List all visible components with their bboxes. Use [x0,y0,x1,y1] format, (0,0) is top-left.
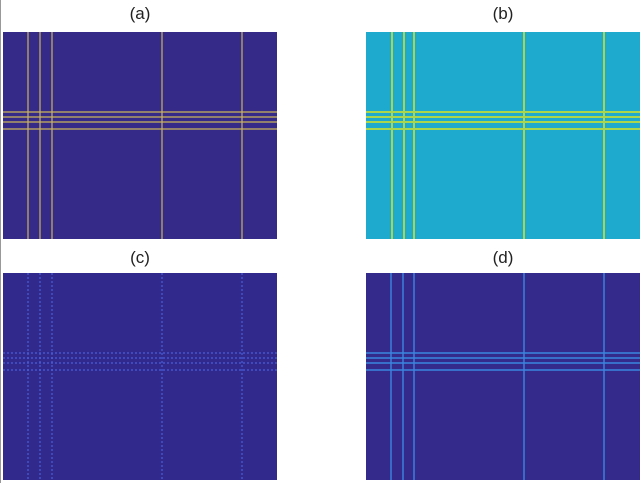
panel-label: (d) [493,248,514,267]
panel-image [366,273,640,480]
stripe-lines [366,273,640,480]
panel-label: (c) [130,248,150,267]
panel-label: (a) [130,4,151,23]
stripe-lines [3,32,277,239]
image-background [366,273,640,480]
stripe-lines [366,32,640,239]
panel-image [3,273,277,480]
image-background [3,273,277,480]
stripe-lines [3,273,277,480]
panel-label: (b) [493,4,514,23]
image-background [3,32,277,239]
panel-image [366,32,640,239]
panel-image [3,32,277,239]
image-background [366,32,640,239]
